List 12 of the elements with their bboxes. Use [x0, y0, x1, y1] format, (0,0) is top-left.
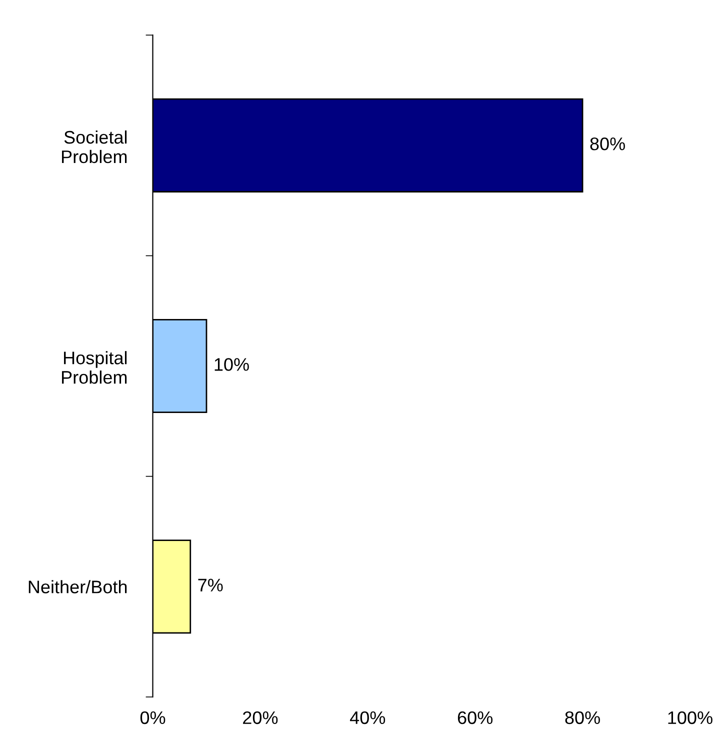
x-tick-label: 20%: [243, 711, 278, 724]
x-tick-label: 60%: [458, 711, 493, 724]
x-tick-label: 80%: [565, 711, 600, 724]
y-tick-label: Neither/Both: [28, 580, 127, 594]
data-label: 80%: [590, 137, 625, 150]
data-label: 7%: [198, 578, 223, 592]
x-tick-label: 40%: [350, 711, 386, 724]
y-tick-label: Societal Problem: [62, 130, 127, 164]
x-tick-label: 0%: [140, 711, 166, 724]
x-tick-label: 100%: [668, 711, 712, 724]
y-tick-label: Hospital Problem: [62, 351, 127, 384]
data-label: 10%: [214, 358, 249, 371]
